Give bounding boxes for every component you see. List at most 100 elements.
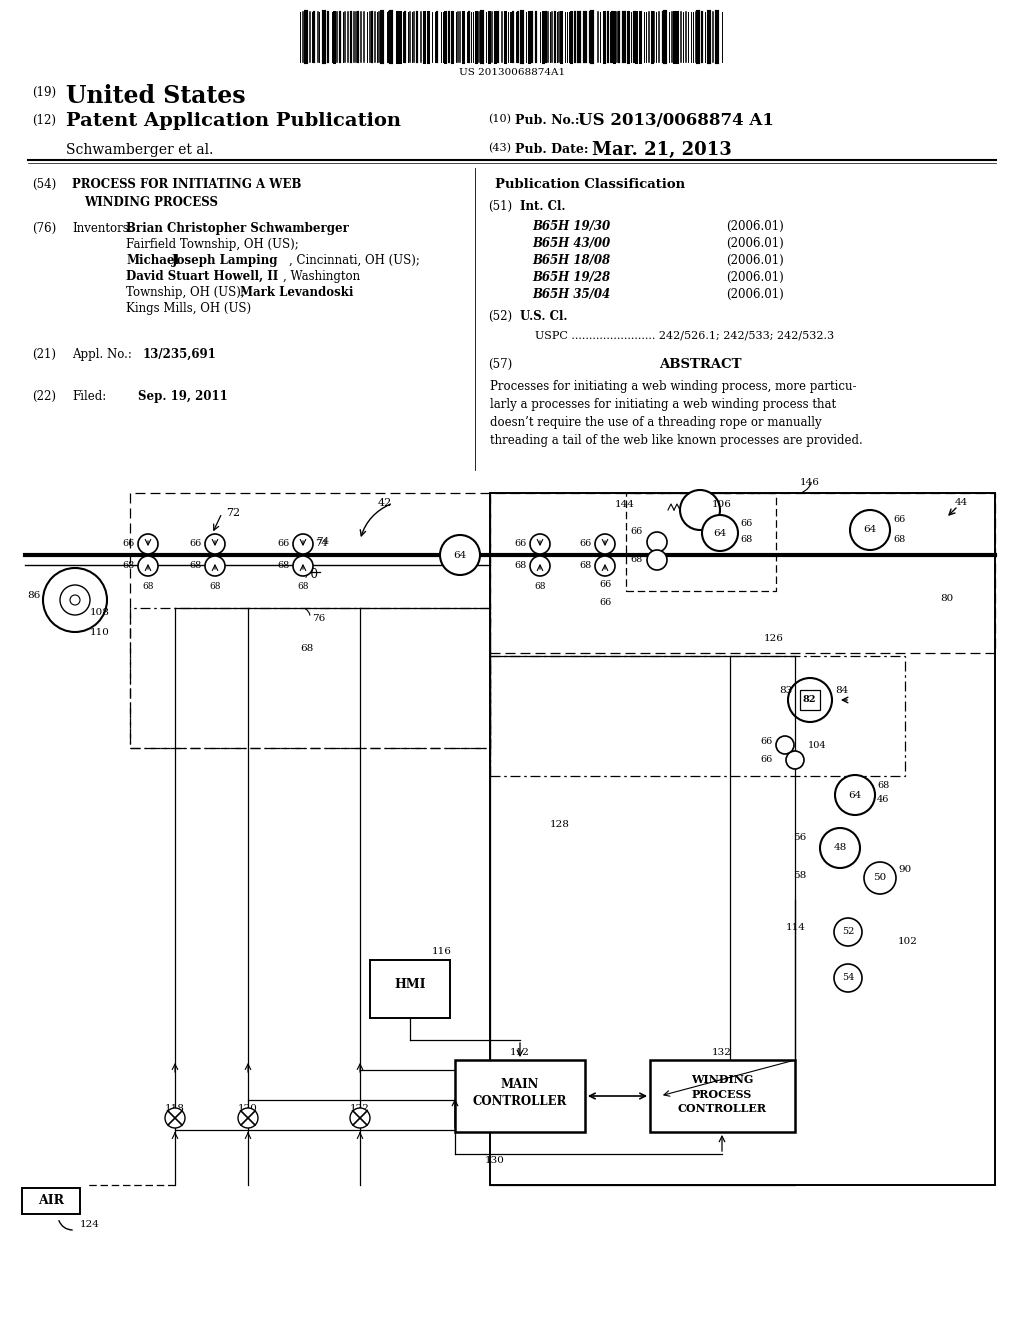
Bar xyxy=(490,492,995,653)
Text: 66: 66 xyxy=(189,540,202,549)
Text: 114: 114 xyxy=(786,924,806,932)
Text: B65H 19/28: B65H 19/28 xyxy=(532,271,610,284)
Bar xyxy=(650,1060,795,1133)
Text: Appl. No.:: Appl. No.: xyxy=(72,348,135,360)
Text: Publication Classification: Publication Classification xyxy=(495,178,685,191)
Circle shape xyxy=(70,595,80,605)
Text: Patent Application Publication: Patent Application Publication xyxy=(66,112,401,129)
Text: 68: 68 xyxy=(142,582,154,591)
Text: 48: 48 xyxy=(834,843,847,853)
Text: 66: 66 xyxy=(893,516,905,524)
Text: WINDING PROCESS: WINDING PROCESS xyxy=(84,195,218,209)
Text: 68: 68 xyxy=(515,561,527,570)
Text: 68: 68 xyxy=(300,644,313,653)
Text: 44: 44 xyxy=(955,498,969,507)
Text: 74: 74 xyxy=(316,537,330,546)
Circle shape xyxy=(350,1107,370,1129)
Text: Inventors:: Inventors: xyxy=(72,222,133,235)
Text: 83: 83 xyxy=(779,686,793,696)
Text: 64: 64 xyxy=(848,791,861,800)
Circle shape xyxy=(530,556,550,576)
Text: 144: 144 xyxy=(615,500,635,510)
Text: Schwamberger et al.: Schwamberger et al. xyxy=(66,143,213,157)
Circle shape xyxy=(835,775,874,814)
Text: Fairfield Township, OH (US);: Fairfield Township, OH (US); xyxy=(126,238,299,251)
Text: 66: 66 xyxy=(278,540,290,549)
Bar xyxy=(130,609,490,748)
Circle shape xyxy=(238,1107,258,1129)
Circle shape xyxy=(293,556,313,576)
Text: 64: 64 xyxy=(714,528,727,537)
Text: 130: 130 xyxy=(485,1156,505,1166)
Bar xyxy=(626,492,776,591)
Circle shape xyxy=(834,964,862,993)
Text: Michael: Michael xyxy=(126,253,179,267)
Circle shape xyxy=(595,535,615,554)
Text: ABSTRACT: ABSTRACT xyxy=(658,358,741,371)
Text: (51): (51) xyxy=(488,201,512,213)
Text: 56: 56 xyxy=(793,833,806,842)
Text: 68: 68 xyxy=(740,536,753,544)
Circle shape xyxy=(595,556,615,576)
Text: Township, OH (US);: Township, OH (US); xyxy=(126,286,245,300)
Text: 50: 50 xyxy=(873,874,887,883)
Text: 68: 68 xyxy=(297,582,309,591)
Text: (19): (19) xyxy=(32,86,56,99)
Text: 68: 68 xyxy=(535,582,546,591)
Text: (2006.01): (2006.01) xyxy=(726,288,783,301)
Text: PROCESS FOR INITIATING A WEB: PROCESS FOR INITIATING A WEB xyxy=(72,178,301,191)
Text: 66: 66 xyxy=(599,579,611,589)
Text: 122: 122 xyxy=(350,1104,370,1113)
Circle shape xyxy=(293,535,313,554)
Bar xyxy=(490,492,995,1185)
Text: B65H 19/30: B65H 19/30 xyxy=(532,220,610,234)
Text: 68: 68 xyxy=(278,561,290,570)
Text: 64: 64 xyxy=(863,525,877,535)
Text: , Washington: , Washington xyxy=(283,271,360,282)
Text: (21): (21) xyxy=(32,348,56,360)
Text: 128: 128 xyxy=(550,820,570,829)
Text: (52): (52) xyxy=(488,310,512,323)
Text: (10): (10) xyxy=(488,114,511,124)
Text: 132: 132 xyxy=(712,1048,732,1057)
Circle shape xyxy=(786,751,804,770)
Text: 68: 68 xyxy=(209,582,221,591)
Text: MAIN
CONTROLLER: MAIN CONTROLLER xyxy=(473,1078,567,1107)
Circle shape xyxy=(43,568,106,632)
Text: (54): (54) xyxy=(32,178,56,191)
Text: Processes for initiating a web winding process, more particu-
larly a processes : Processes for initiating a web winding p… xyxy=(490,380,863,447)
Text: 146: 146 xyxy=(800,478,820,487)
Text: 68: 68 xyxy=(877,780,889,789)
Text: (76): (76) xyxy=(32,222,56,235)
Text: 66: 66 xyxy=(740,519,753,528)
Circle shape xyxy=(205,556,225,576)
Text: AIR: AIR xyxy=(38,1193,63,1206)
Text: 66: 66 xyxy=(123,540,135,549)
Text: 102: 102 xyxy=(898,937,918,946)
Text: 52: 52 xyxy=(842,928,854,936)
Text: 108: 108 xyxy=(90,609,110,616)
Circle shape xyxy=(680,490,720,531)
Circle shape xyxy=(60,585,90,615)
Text: U.S. Cl.: U.S. Cl. xyxy=(520,310,567,323)
Bar xyxy=(490,656,905,776)
Text: 68: 68 xyxy=(580,561,592,570)
Text: US 2013/0068874 A1: US 2013/0068874 A1 xyxy=(578,112,774,129)
Circle shape xyxy=(530,535,550,554)
Text: 110: 110 xyxy=(90,628,110,638)
Text: Int. Cl.: Int. Cl. xyxy=(520,201,565,213)
Text: (2006.01): (2006.01) xyxy=(726,238,783,249)
Text: 74: 74 xyxy=(315,540,328,549)
Circle shape xyxy=(647,550,667,570)
Text: 106: 106 xyxy=(712,500,732,510)
Text: 112: 112 xyxy=(510,1048,529,1057)
Text: 68: 68 xyxy=(893,536,905,544)
Text: 86: 86 xyxy=(27,591,40,601)
Text: 116: 116 xyxy=(432,946,452,956)
Text: 120: 120 xyxy=(238,1104,258,1113)
Text: B65H 18/08: B65H 18/08 xyxy=(532,253,610,267)
Bar xyxy=(370,960,450,1018)
Text: 66: 66 xyxy=(580,540,592,549)
Text: 68: 68 xyxy=(631,556,643,565)
Text: HMI: HMI xyxy=(394,978,426,991)
